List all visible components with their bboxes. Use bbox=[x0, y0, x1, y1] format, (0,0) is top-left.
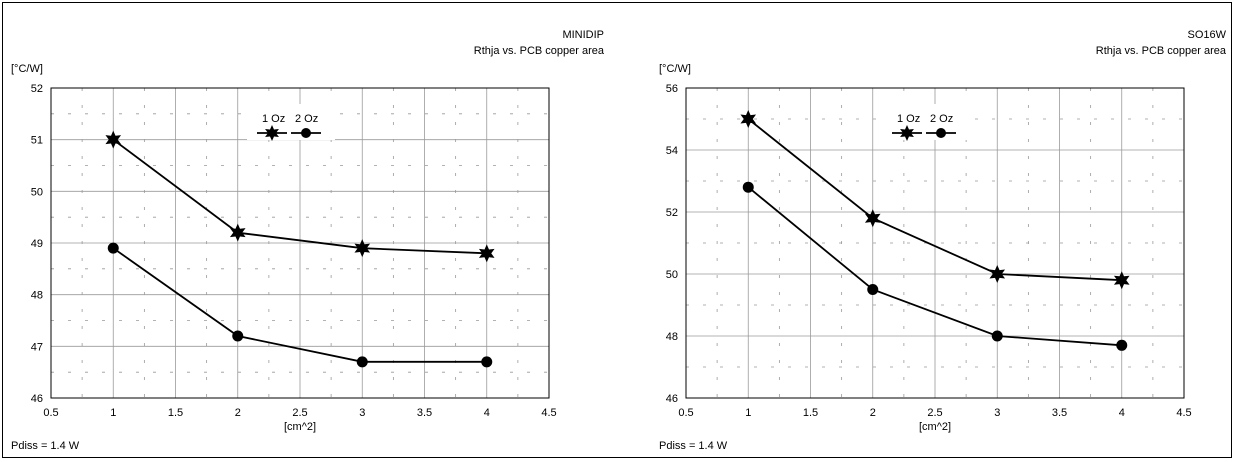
y-tick-label: 49 bbox=[31, 238, 43, 250]
x-tick-label: 2.5 bbox=[292, 407, 307, 419]
x-axis-label: [cm^2] bbox=[284, 421, 316, 433]
x-tick-label: 4 bbox=[484, 407, 490, 419]
y-axis-label: [°C/W] bbox=[659, 63, 691, 75]
x-tick-label: 3 bbox=[994, 407, 1000, 419]
legend: 1 Oz 2 Oz bbox=[882, 104, 970, 141]
data-point-circle bbox=[356, 356, 368, 368]
data-point-circle bbox=[232, 330, 244, 342]
x-tick-label: 4.5 bbox=[1176, 407, 1191, 419]
series-line-1 bbox=[747, 118, 1122, 282]
legend-label-1: 1 Oz bbox=[897, 113, 920, 125]
data-point-star bbox=[740, 110, 757, 128]
y-tick-label: 56 bbox=[666, 83, 678, 95]
data-point-circle bbox=[991, 330, 1003, 342]
x-tick-label: 2.5 bbox=[927, 407, 942, 419]
y-tick-label: 50 bbox=[31, 186, 43, 198]
y-tick-label: 54 bbox=[666, 145, 678, 157]
data-point-star bbox=[354, 239, 371, 258]
footnote: Pdiss = 1.4 W bbox=[11, 440, 80, 452]
data-point-star bbox=[864, 209, 881, 228]
x-tick-label: 2 bbox=[235, 407, 241, 419]
chart-2: SO16W Rthja vs. PCB copper area [°C/W] 0.5 1… bbox=[659, 29, 1227, 452]
footnote: Pdiss = 1.4 W bbox=[659, 440, 728, 452]
legend-circle-icon bbox=[301, 128, 311, 138]
data-point-star bbox=[229, 223, 246, 242]
y-tick-label: 52 bbox=[31, 83, 43, 95]
legend-background bbox=[247, 104, 335, 140]
y-tick-label: 48 bbox=[31, 290, 43, 302]
legend: 1 Oz 2 Oz bbox=[247, 104, 335, 141]
x-tick-label: 1 bbox=[110, 407, 116, 419]
data-point-star bbox=[105, 130, 122, 149]
y-tick-label: 46 bbox=[666, 393, 678, 405]
chart-title: SO16W bbox=[1187, 29, 1226, 41]
y-tick-label: 51 bbox=[31, 135, 43, 147]
y-tick-label: 50 bbox=[666, 269, 678, 281]
legend-star-icon bbox=[900, 125, 914, 141]
chart-subtitle: Rthja vs. PCB copper area bbox=[474, 45, 605, 57]
legend-label-2: 2 Oz bbox=[295, 113, 318, 125]
y-tick-label: 48 bbox=[666, 331, 678, 343]
data-point-circle bbox=[481, 356, 493, 368]
series-line-2 bbox=[747, 186, 1122, 347]
data-point-star bbox=[1113, 271, 1130, 290]
legend-circle-icon bbox=[936, 128, 946, 138]
chart-title: MINIDIP bbox=[562, 29, 604, 41]
chart-1: MINIDIP Rthja vs. PCB copper area [°C/W] 0.… bbox=[11, 29, 605, 452]
x-tick-label: 4 bbox=[1119, 407, 1125, 419]
plot-area bbox=[685, 87, 1185, 399]
legend-star-icon bbox=[265, 125, 279, 141]
data-point-star bbox=[989, 265, 1006, 283]
x-tick-label: 3.5 bbox=[1052, 407, 1067, 419]
x-tick-label: 1 bbox=[745, 407, 751, 419]
x-tick-label: 4.5 bbox=[541, 407, 556, 419]
x-tick-label: 1.5 bbox=[168, 407, 183, 419]
x-tick-label: 1.5 bbox=[803, 407, 818, 419]
x-tick-label: 0.5 bbox=[678, 407, 693, 419]
y-tick-label: 46 bbox=[31, 393, 43, 405]
data-point-circle bbox=[867, 284, 879, 295]
series-line-1 bbox=[112, 138, 487, 255]
y-tick-label: 47 bbox=[31, 341, 43, 353]
legend-label-2: 2 Oz bbox=[930, 113, 953, 125]
y-tick-label: 52 bbox=[666, 207, 678, 219]
data-point-star bbox=[478, 244, 495, 263]
legend-label-1: 1 Oz bbox=[262, 113, 285, 125]
x-tick-label: 3 bbox=[359, 407, 365, 419]
data-point-circle bbox=[742, 181, 754, 193]
data-point-circle bbox=[1116, 339, 1128, 351]
plot-area bbox=[50, 87, 550, 399]
x-tick-label: 2 bbox=[870, 407, 876, 419]
x-tick-label: 0.5 bbox=[43, 407, 58, 419]
legend-background bbox=[882, 104, 970, 140]
x-axis-label: [cm^2] bbox=[919, 421, 951, 433]
y-axis-label: [°C/W] bbox=[11, 63, 43, 75]
series-line-2 bbox=[112, 247, 487, 363]
data-point-circle bbox=[107, 242, 119, 254]
x-tick-label: 3.5 bbox=[417, 407, 432, 419]
chart-subtitle: Rthja vs. PCB copper area bbox=[1096, 45, 1227, 57]
